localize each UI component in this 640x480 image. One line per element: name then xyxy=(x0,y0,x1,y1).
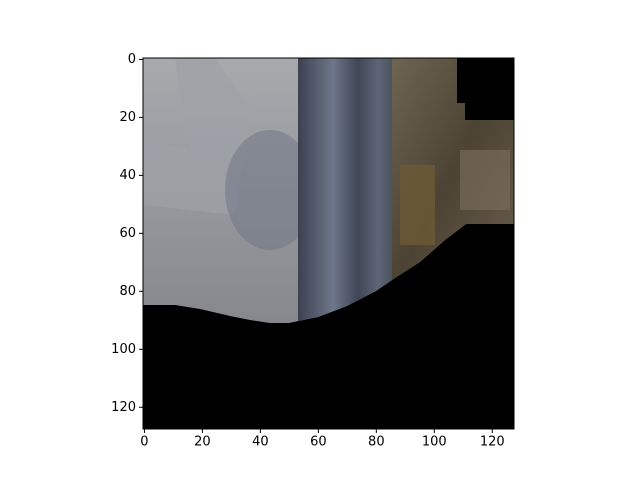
y-tick-label: 80 xyxy=(119,284,136,299)
relief xyxy=(460,150,510,210)
y-tick-label: 120 xyxy=(111,400,136,415)
x-tick-label: 80 xyxy=(368,435,385,450)
x-tick-label: 60 xyxy=(310,435,327,450)
x-tick-label: 100 xyxy=(422,435,447,450)
y-tick-label: 40 xyxy=(119,168,136,183)
x-tick-label: 0 xyxy=(140,435,148,450)
y-tick-label: 100 xyxy=(111,342,136,357)
y-tick-label: 60 xyxy=(119,226,136,241)
x-tick-label: 120 xyxy=(480,435,505,450)
image xyxy=(142,57,515,430)
frame xyxy=(400,165,435,245)
y-tick-label: 0 xyxy=(128,52,136,67)
axes-frame xyxy=(142,57,515,430)
wall-shade xyxy=(143,58,250,215)
cloud xyxy=(225,130,315,250)
x-tick-label: 20 xyxy=(194,435,211,450)
columns xyxy=(298,58,398,323)
y-tick-label: 20 xyxy=(119,110,136,125)
x-tick-label: 40 xyxy=(252,435,269,450)
